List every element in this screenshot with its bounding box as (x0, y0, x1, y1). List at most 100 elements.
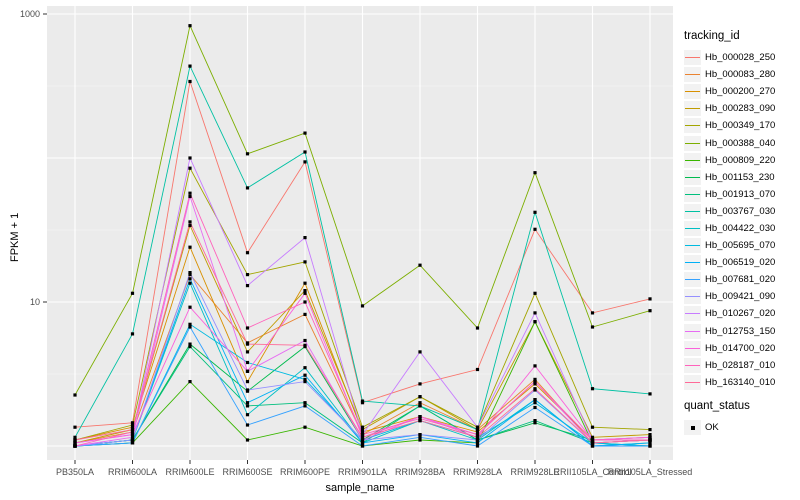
legend-key-icon (684, 169, 701, 185)
legend-label: Hb_000283_090 (705, 103, 776, 115)
data-point (188, 156, 192, 160)
data-point (648, 438, 652, 442)
data-point (188, 380, 192, 384)
data-point (648, 297, 652, 301)
x-tick-label-RRIM928LA: RRIM928LA (452, 467, 503, 477)
legend-key-icon (684, 340, 701, 356)
line-swatch-icon (685, 364, 700, 366)
ok-key-icon (684, 420, 701, 436)
data-point (533, 227, 537, 231)
data-point (533, 405, 537, 410)
y-tick-label: 10 (29, 297, 40, 307)
data-point (130, 430, 135, 434)
legend-key-icon (684, 374, 701, 390)
data-point (418, 419, 422, 423)
legend-item-Hb_003767_030: Hb_003767_030 (684, 203, 798, 220)
x-tick-label-RRIM928LE: RRIM928LE (510, 467, 560, 477)
data-point (303, 260, 307, 264)
data-point (130, 433, 135, 437)
data-point (245, 326, 250, 330)
legend-item-Hb_000028_250: Hb_000028_250 (684, 49, 798, 66)
data-point (188, 305, 192, 309)
data-point (590, 438, 595, 442)
legend-label: Hb_005695_070 (705, 240, 776, 252)
legend-item-Hb_000809_220: Hb_000809_220 (684, 152, 798, 169)
data-point (245, 369, 250, 373)
legend-item-Hb_007681_020: Hb_007681_020 (684, 271, 798, 288)
legend-label: Hb_003767_030 (705, 205, 776, 217)
data-point (188, 79, 192, 84)
data-point (475, 425, 480, 429)
data-point (418, 433, 422, 437)
legend-item-Hb_000388_040: Hb_000388_040 (684, 134, 798, 151)
line-swatch-icon (685, 210, 700, 212)
x-tick-label-RRIM901LA: RRIM901LA (337, 467, 388, 477)
legend-item-Hb_012753_150: Hb_012753_150 (684, 323, 798, 340)
data-point (648, 309, 652, 313)
legend-title: tracking_id (684, 30, 740, 42)
data-point (188, 273, 192, 277)
data-point (303, 404, 307, 408)
legend-item-Hb_001153_230: Hb_001153_230 (684, 169, 798, 186)
legend-label: Hb_006519_020 (705, 257, 776, 269)
legend-key-icon (684, 255, 701, 271)
data-point (360, 444, 365, 448)
data-point (418, 401, 422, 405)
legend-items: Hb_000028_250 Hb_000083_280 Hb_000200_270 H… (684, 49, 798, 391)
data-point (303, 343, 307, 347)
data-point (188, 24, 192, 28)
legend-item-Hb_014700_020: Hb_014700_020 (684, 340, 798, 357)
data-point (303, 401, 307, 405)
legend-label: Hb_009421_090 (705, 291, 776, 303)
legend-label: Hb_001913_070 (705, 188, 776, 200)
line-swatch-icon (685, 125, 700, 127)
data-point (360, 430, 365, 434)
legend-item-Hb_028187_010: Hb_028187_010 (684, 357, 798, 374)
data-point (303, 289, 307, 293)
data-point (475, 367, 480, 372)
data-point (303, 150, 307, 154)
data-point (130, 441, 135, 445)
data-point (245, 152, 250, 156)
data-point (475, 428, 480, 432)
legend-label: Hb_000083_280 (705, 69, 776, 81)
line-swatch-icon (685, 330, 700, 332)
legend-label: Hb_001153_230 (705, 171, 775, 183)
point-square-icon (690, 425, 695, 430)
legend-key-icon (684, 152, 701, 168)
data-point (303, 160, 307, 164)
data-point (245, 401, 250, 405)
line-swatch-icon (685, 296, 700, 298)
legend-key-icon (684, 67, 701, 83)
data-point (533, 320, 537, 324)
data-point (475, 438, 480, 442)
line-swatch-icon (685, 279, 700, 281)
line-swatch-icon (685, 57, 700, 59)
data-point (73, 435, 77, 439)
legend-key-icon (684, 118, 701, 134)
legend-label: Hb_012753_150 (705, 325, 776, 337)
data-point (188, 277, 192, 281)
data-point (245, 350, 250, 354)
line-swatch-icon (685, 347, 700, 349)
legend-key-icon (684, 323, 701, 339)
line-swatch-icon (685, 227, 700, 229)
data-point (188, 342, 192, 346)
line-swatch-icon (685, 91, 700, 93)
line-swatch-icon (685, 193, 700, 195)
data-point (418, 395, 422, 399)
legend-key-icon (684, 186, 701, 202)
data-point (188, 64, 192, 68)
legend-key-icon (684, 220, 701, 236)
legend-key-icon (684, 306, 701, 322)
data-point (303, 377, 307, 381)
x-axis-title: sample_name (325, 482, 395, 494)
data-point (360, 304, 365, 308)
data-point (188, 191, 192, 195)
legend-item-Hb_001913_070: Hb_001913_070 (684, 186, 798, 203)
data-point (245, 438, 250, 442)
legend-label: Hb_000200_270 (705, 86, 776, 98)
legend-item-Hb_000083_280: Hb_000083_280 (684, 66, 798, 83)
data-point (245, 413, 250, 417)
